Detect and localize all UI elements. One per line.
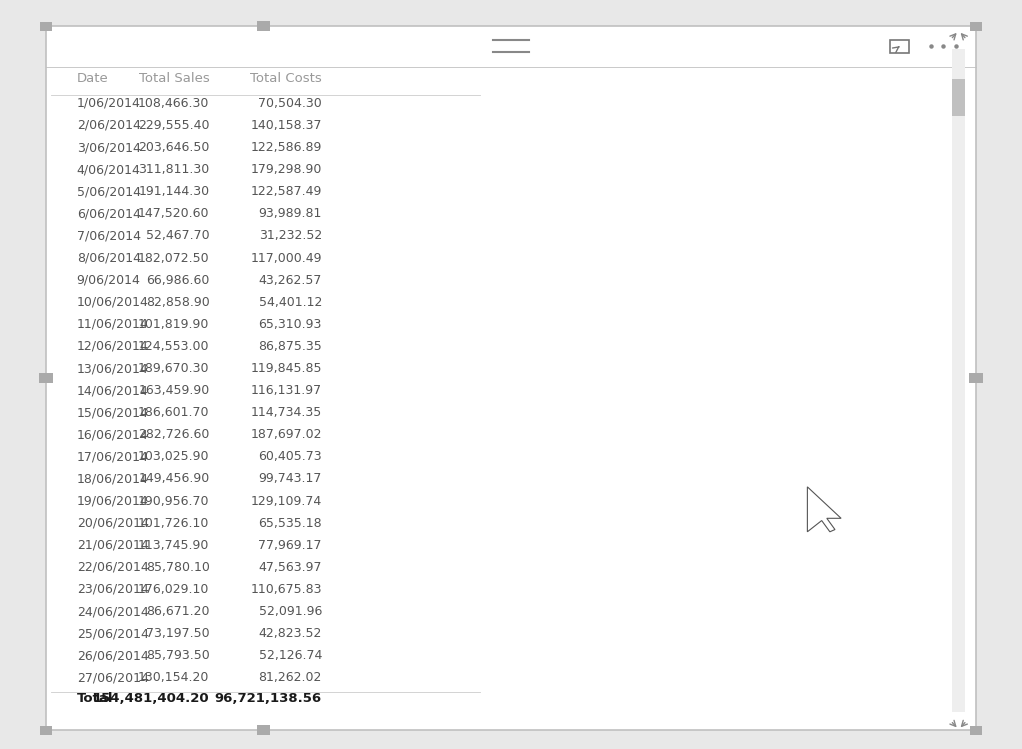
Text: Total: Total <box>77 692 113 706</box>
Text: 77,969.17: 77,969.17 <box>259 539 322 552</box>
Text: 122,586.89: 122,586.89 <box>250 141 322 154</box>
Bar <box>39 374 53 383</box>
Text: 1/06/2014: 1/06/2014 <box>77 97 141 110</box>
Text: 13/06/2014: 13/06/2014 <box>77 362 148 375</box>
Text: 31,232.52: 31,232.52 <box>259 229 322 243</box>
Text: 86,875.35: 86,875.35 <box>259 340 322 353</box>
Text: 7/06/2014: 7/06/2014 <box>77 229 141 243</box>
Text: 189,670.30: 189,670.30 <box>138 362 210 375</box>
Bar <box>953 79 965 116</box>
Text: 124,553.00: 124,553.00 <box>138 340 210 353</box>
Text: 149,456.90: 149,456.90 <box>138 473 210 485</box>
Text: 114,734.35: 114,734.35 <box>250 406 322 419</box>
Text: 101,726.10: 101,726.10 <box>138 517 210 530</box>
Text: 52,467.70: 52,467.70 <box>146 229 210 243</box>
Text: 18/06/2014: 18/06/2014 <box>77 473 148 485</box>
Text: 70,504.30: 70,504.30 <box>259 97 322 110</box>
Text: 99,743.17: 99,743.17 <box>259 473 322 485</box>
Text: 9/06/2014: 9/06/2014 <box>77 273 141 287</box>
Text: 5/06/2014: 5/06/2014 <box>77 185 141 198</box>
Text: 117,000.49: 117,000.49 <box>250 252 322 264</box>
Text: 65,310.93: 65,310.93 <box>259 318 322 331</box>
Text: 12/06/2014: 12/06/2014 <box>77 340 148 353</box>
Text: 96,721,138.56: 96,721,138.56 <box>215 692 322 706</box>
Text: 27/06/2014: 27/06/2014 <box>77 671 148 685</box>
Text: 163,459.90: 163,459.90 <box>138 384 210 397</box>
Text: Date: Date <box>77 72 108 85</box>
Text: Total Costs: Total Costs <box>250 72 322 85</box>
Text: 73,197.50: 73,197.50 <box>146 627 210 640</box>
Text: 229,555.40: 229,555.40 <box>138 119 210 132</box>
Bar <box>40 22 52 31</box>
Text: 3/06/2014: 3/06/2014 <box>77 141 141 154</box>
Text: 16/06/2014: 16/06/2014 <box>77 428 148 441</box>
Text: 140,158.37: 140,158.37 <box>250 119 322 132</box>
Text: 187,697.02: 187,697.02 <box>250 428 322 441</box>
Text: 22/06/2014: 22/06/2014 <box>77 561 148 574</box>
Text: 43,262.57: 43,262.57 <box>259 273 322 287</box>
Text: 116,131.97: 116,131.97 <box>250 384 322 397</box>
Text: 17/06/2014: 17/06/2014 <box>77 450 148 464</box>
Text: 2/06/2014: 2/06/2014 <box>77 119 141 132</box>
Text: 86,671.20: 86,671.20 <box>146 605 210 618</box>
Text: 81,262.02: 81,262.02 <box>259 671 322 685</box>
Text: 65,535.18: 65,535.18 <box>259 517 322 530</box>
Text: 14/06/2014: 14/06/2014 <box>77 384 148 397</box>
Text: 25/06/2014: 25/06/2014 <box>77 627 148 640</box>
Text: 129,109.74: 129,109.74 <box>250 494 322 508</box>
Text: 20/06/2014: 20/06/2014 <box>77 517 148 530</box>
Text: 42,823.52: 42,823.52 <box>259 627 322 640</box>
Text: 122,587.49: 122,587.49 <box>250 185 322 198</box>
Text: 26/06/2014: 26/06/2014 <box>77 649 148 662</box>
Text: 110,675.83: 110,675.83 <box>250 583 322 596</box>
Text: 60,405.73: 60,405.73 <box>259 450 322 464</box>
Text: 108,466.30: 108,466.30 <box>138 97 210 110</box>
Text: 8/06/2014: 8/06/2014 <box>77 252 141 264</box>
Text: 4/06/2014: 4/06/2014 <box>77 163 141 176</box>
Bar <box>969 374 983 383</box>
Text: 191,144.30: 191,144.30 <box>138 185 210 198</box>
Text: 101,819.90: 101,819.90 <box>138 318 210 331</box>
Text: 103,025.90: 103,025.90 <box>138 450 210 464</box>
Text: 10/06/2014: 10/06/2014 <box>77 296 148 309</box>
Text: 11/06/2014: 11/06/2014 <box>77 318 148 331</box>
Text: 19/06/2014: 19/06/2014 <box>77 494 148 508</box>
Text: 203,646.50: 203,646.50 <box>138 141 210 154</box>
Text: 282,726.60: 282,726.60 <box>138 428 210 441</box>
Text: 85,793.50: 85,793.50 <box>146 649 210 662</box>
Bar <box>257 725 270 736</box>
Text: 52,091.96: 52,091.96 <box>259 605 322 618</box>
Text: 130,154.20: 130,154.20 <box>138 671 210 685</box>
Text: 85,780.10: 85,780.10 <box>146 561 210 574</box>
Text: 179,298.90: 179,298.90 <box>250 163 322 176</box>
Bar <box>970 726 982 735</box>
Bar <box>890 40 909 53</box>
Text: 47,563.97: 47,563.97 <box>259 561 322 574</box>
Polygon shape <box>807 487 841 532</box>
Text: 113,745.90: 113,745.90 <box>138 539 210 552</box>
Bar <box>257 21 270 31</box>
Text: 24/06/2014: 24/06/2014 <box>77 605 148 618</box>
Text: 23/06/2014: 23/06/2014 <box>77 583 148 596</box>
Text: 66,986.60: 66,986.60 <box>146 273 210 287</box>
Text: 21/06/2014: 21/06/2014 <box>77 539 148 552</box>
Bar <box>970 22 982 31</box>
Text: 54,401.12: 54,401.12 <box>259 296 322 309</box>
Text: 182,072.50: 182,072.50 <box>138 252 210 264</box>
Text: 82,858.90: 82,858.90 <box>146 296 210 309</box>
Text: 186,601.70: 186,601.70 <box>138 406 210 419</box>
Text: 190,956.70: 190,956.70 <box>138 494 210 508</box>
Text: 6/06/2014: 6/06/2014 <box>77 207 141 220</box>
Text: 52,126.74: 52,126.74 <box>259 649 322 662</box>
Text: 119,845.85: 119,845.85 <box>250 362 322 375</box>
Bar <box>40 726 52 735</box>
Text: 15/06/2014: 15/06/2014 <box>77 406 148 419</box>
Text: Total Sales: Total Sales <box>139 72 210 85</box>
Text: 311,811.30: 311,811.30 <box>138 163 210 176</box>
Text: 93,989.81: 93,989.81 <box>259 207 322 220</box>
Bar <box>953 49 965 712</box>
Text: 147,520.60: 147,520.60 <box>138 207 210 220</box>
Text: 154,481,404.20: 154,481,404.20 <box>93 692 210 706</box>
Text: 176,029.10: 176,029.10 <box>138 583 210 596</box>
